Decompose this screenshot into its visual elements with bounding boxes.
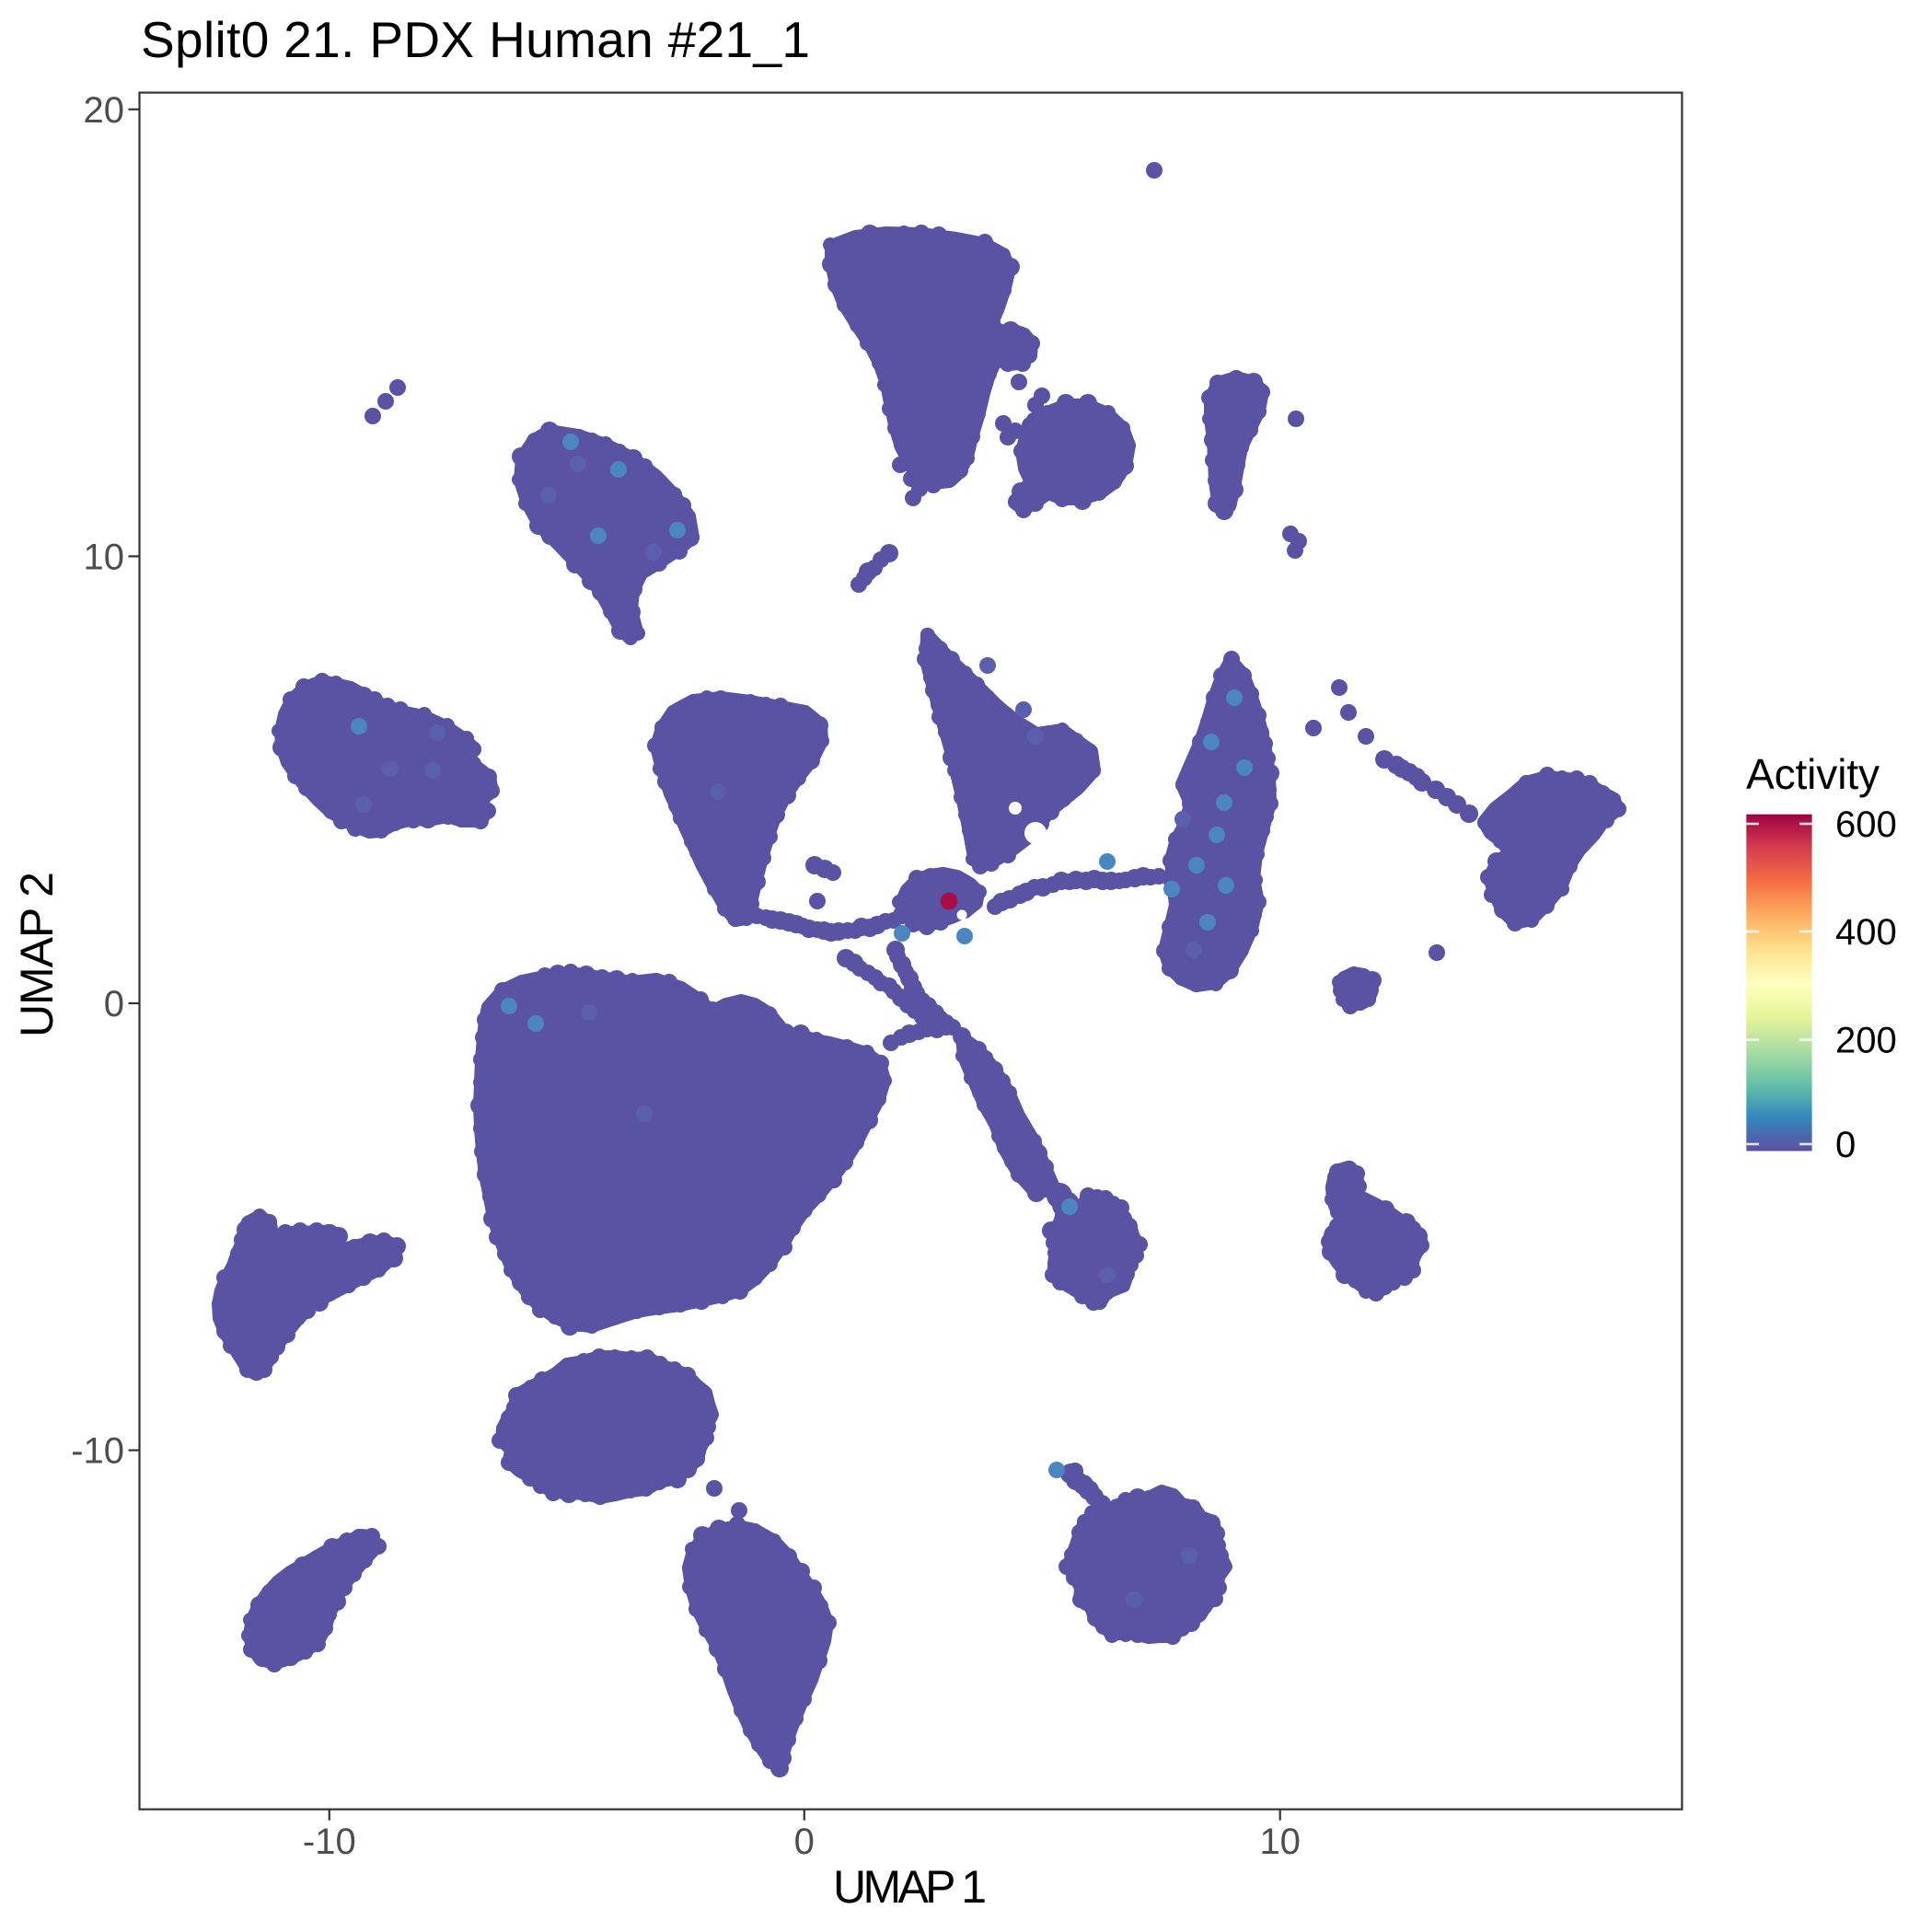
svg-text:0: 0 [1835, 1125, 1856, 1165]
svg-text:400: 400 [1835, 912, 1897, 953]
svg-text:0: 0 [104, 984, 124, 1024]
svg-text:UMAP 1: UMAP 1 [833, 1861, 987, 1913]
svg-text:Split0 21. PDX Human #21_1: Split0 21. PDX Human #21_1 [141, 11, 810, 68]
svg-text:UMAP 2: UMAP 2 [11, 872, 63, 1037]
svg-text:10: 10 [1259, 1822, 1301, 1862]
svg-text:600: 600 [1835, 804, 1897, 845]
svg-text:200: 200 [1835, 1021, 1897, 1061]
svg-text:-10: -10 [71, 1431, 124, 1472]
svg-text:Activity: Activity [1746, 750, 1880, 798]
svg-text:10: 10 [84, 537, 125, 577]
svg-text:20: 20 [84, 90, 125, 131]
svg-text:-10: -10 [303, 1822, 356, 1862]
svg-text:0: 0 [794, 1822, 815, 1862]
